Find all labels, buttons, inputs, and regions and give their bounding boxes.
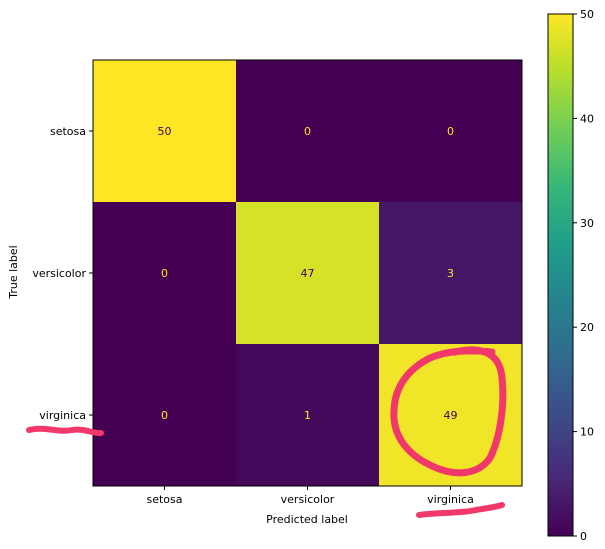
matrix-cell-value: 50 [158, 125, 172, 138]
markup-circle-49 [390, 346, 507, 477]
matrix-cell-value: 47 [301, 267, 315, 280]
matrix-cell-value: 3 [447, 267, 454, 280]
x-axis: setosa versicolor virginica [146, 486, 474, 506]
matrix-cell [379, 202, 522, 344]
x-tick-label: virginica [427, 493, 474, 506]
matrix-cell-labels: 50 0 0 0 47 3 0 1 49 [158, 125, 458, 422]
matrix-cell [236, 60, 379, 202]
matrix-cell [236, 202, 379, 344]
matrix-cell [93, 60, 236, 202]
matrix-cell [93, 344, 236, 486]
matrix-cell-value: 0 [161, 267, 168, 280]
markup-underline-virginica-x [416, 502, 505, 518]
colorbar [547, 13, 574, 537]
matrix-cell-value: 49 [444, 409, 458, 422]
matrix-cell [379, 60, 522, 202]
colorbar-tick-label: 40 [580, 112, 594, 125]
colorbar-tick-label: 50 [580, 8, 594, 21]
matrix-cell-value: 0 [161, 409, 168, 422]
colorbar-tick-label: 0 [580, 530, 587, 543]
matrix-cell-value: 1 [304, 409, 311, 422]
markup-underline-virginica-y [26, 425, 104, 437]
y-tick-label: setosa [50, 125, 86, 138]
colorbar-tick-label: 10 [580, 426, 594, 439]
x-tick-label: setosa [146, 493, 182, 506]
y-axis-title: True label [7, 245, 20, 299]
colorbar-tick-label: 30 [580, 217, 594, 230]
y-tick-label: virginica [39, 409, 86, 422]
y-tick-label: versicolor [32, 267, 86, 280]
colorbar-tick-label: 20 [580, 321, 594, 334]
x-axis-title: Predicted label [266, 513, 348, 526]
matrix-cell [236, 344, 379, 486]
x-tick-label: versicolor [281, 493, 335, 506]
hand-drawn-markup [26, 346, 507, 518]
colorbar-ticks: 0 10 20 30 40 50 [573, 8, 594, 543]
matrix-cell-value: 0 [447, 125, 454, 138]
y-axis: setosa versicolor virginica [32, 125, 93, 422]
matrix-cells [93, 60, 522, 486]
matrix-cell [93, 202, 236, 344]
matrix-cell-value: 0 [304, 125, 311, 138]
